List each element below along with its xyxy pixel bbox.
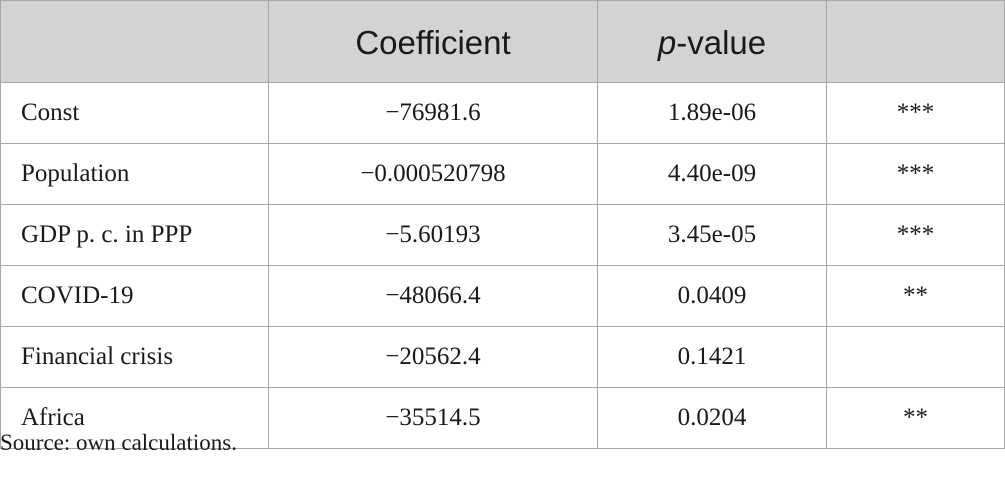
row-variable: COVID-19 [0,265,269,327]
table-row: GDP p. c. in PPP −5.60193 3.45e-05 *** [0,204,1005,266]
regression-results-table: Coefficient p-value Const −76981.6 1.89e… [0,0,1005,449]
row-significance: *** [826,143,1005,205]
row-variable: Const [0,82,269,144]
header-significance [826,0,1005,83]
row-significance: *** [826,204,1005,266]
header-pvalue-rest: -value [676,23,767,61]
source-note: Source: own calculations. [0,430,237,455]
row-pvalue: 0.0409 [597,265,827,327]
row-coefficient: −20562.4 [268,326,598,388]
header-pvalue: p-value [597,0,827,83]
row-significance: ** [826,387,1005,449]
row-pvalue: 0.0204 [597,387,827,449]
table-row: Financial crisis −20562.4 0.1421 [0,326,1005,388]
row-significance: *** [826,82,1005,144]
row-coefficient: −0.000520798 [268,143,598,205]
row-pvalue: 3.45e-05 [597,204,827,266]
header-pvalue-italic: p [657,23,677,61]
row-coefficient: −35514.5 [268,387,598,449]
row-coefficient: −76981.6 [268,82,598,144]
table-row: Const −76981.6 1.89e-06 *** [0,82,1005,144]
table-body: Const −76981.6 1.89e-06 *** Population −… [0,82,1005,449]
table-row: Population −0.000520798 4.40e-09 *** [0,143,1005,205]
table-row: Africa −35514.5 0.0204 ** [0,387,1005,449]
row-variable: Financial crisis [0,326,269,388]
row-significance [826,326,1005,388]
header-coefficient: Coefficient [268,0,598,83]
table-header: Coefficient p-value [0,0,1005,83]
row-pvalue: 0.1421 [597,326,827,388]
row-variable: Africa [0,387,269,449]
row-variable: Population [0,143,269,205]
row-coefficient: −5.60193 [268,204,598,266]
row-significance: ** [826,265,1005,327]
table-row: COVID-19 −48066.4 0.0409 ** [0,265,1005,327]
row-coefficient: −48066.4 [268,265,598,327]
header-row: Coefficient p-value [0,0,1005,83]
header-variable [0,0,269,83]
row-pvalue: 1.89e-06 [597,82,827,144]
row-pvalue: 4.40e-09 [597,143,827,205]
row-variable: GDP p. c. in PPP [0,204,269,266]
